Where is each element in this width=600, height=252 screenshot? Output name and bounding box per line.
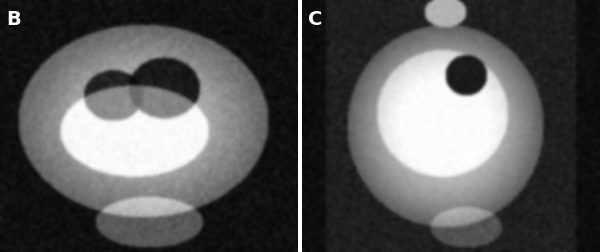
Text: B: B: [6, 10, 21, 29]
Text: C: C: [308, 10, 323, 29]
